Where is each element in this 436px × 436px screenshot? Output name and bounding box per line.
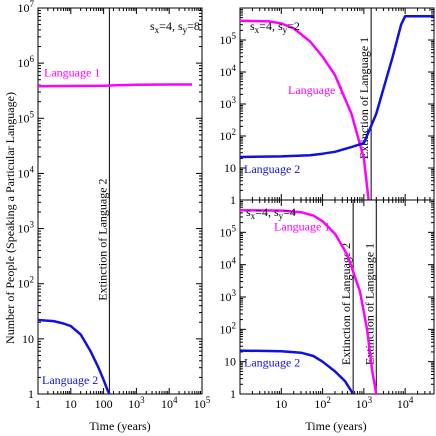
y-tick-label: 102 [220, 127, 237, 143]
x-axis-title-left: Time (years) [89, 419, 150, 433]
series-line-language-1 [240, 209, 378, 394]
series-label-language-1: Language 1 [274, 219, 330, 233]
x-tick-label: 105 [194, 395, 211, 411]
x-tick-label: 100 [95, 397, 113, 411]
extinction-label: Extinction of Language 1 [357, 37, 371, 159]
extinction-label: Extinction of Language 2 [339, 243, 353, 365]
series-label-language-2: Language 2 [42, 373, 98, 387]
y-tick-label: 105 [220, 223, 237, 239]
x-tick-label: 102 [314, 395, 331, 411]
series-label-language-1: Language 1 [288, 83, 344, 97]
y-tick-label: 102 [18, 275, 35, 291]
extinction-label: Extinction of Language 2 [95, 178, 109, 300]
y-tick-label: 104 [18, 164, 35, 180]
x-tick-label: 103 [128, 395, 145, 411]
params-label: sx=4, sy=2 [250, 19, 300, 35]
panel-top-right: 1 10 102 103 104 105 Extinction of Language 1 L… [220, 7, 435, 207]
panel-bottom-right: 1 10 102 103 104 105 10 102 103 104 Extinction of … [220, 199, 435, 411]
x-tick-label: 104 [397, 395, 414, 411]
y-axis-title: Number of People (Speaking a Particular … [3, 92, 17, 344]
series-line-language-1 [38, 83, 193, 88]
x-axis-title-right: Time (years) [305, 419, 366, 433]
series-line-language-1 [240, 19, 370, 200]
series-line-language-2 [240, 15, 434, 159]
y-tick-label: 10 [22, 332, 34, 346]
series-line-language-2 [38, 318, 111, 394]
series-label-language-2: Language 2 [244, 356, 300, 370]
y-tick-label: 107 [18, 0, 35, 15]
y-tick-label: 105 [18, 109, 35, 125]
y-tick-label: 102 [220, 320, 237, 336]
panel-left: 1 10 102 103 104 105 106 107 1 10 100 103 104 105 Exti… [18, 0, 211, 411]
series-label-language-1: Language 1 [44, 65, 100, 79]
params-label: sx=4, sy=8 [150, 19, 200, 35]
y-tick-label: 10 [224, 161, 236, 175]
y-tick-label: 103 [18, 220, 35, 236]
y-tick-label: 1 [28, 387, 34, 401]
y-tick-label: 1 [230, 387, 236, 401]
series-line-language-2 [240, 349, 355, 394]
y-tick-label: 10 [224, 355, 236, 369]
extinction-label: Extinction of Language 1 [362, 243, 376, 365]
params-label: sx=4, sy=4 [246, 205, 296, 221]
y-tick-label: 105 [220, 31, 237, 47]
y-tick-label: 103 [220, 288, 237, 304]
x-tick-label: 104 [161, 395, 178, 411]
series-label-language-2: Language 2 [244, 162, 300, 176]
y-tick-label: 103 [220, 95, 237, 111]
y-tick-label: 1 [230, 193, 236, 207]
y-tick-label: 104 [220, 256, 237, 272]
x-tick-label: 103 [356, 395, 373, 411]
x-tick-label: 1 [35, 397, 41, 411]
y-tick-label: 104 [220, 63, 237, 79]
x-tick-label: 10 [65, 397, 77, 411]
plot-frame-left [37, 7, 203, 395]
y-tick-label: 106 [18, 54, 35, 70]
x-tick-label: 10 [275, 397, 287, 411]
